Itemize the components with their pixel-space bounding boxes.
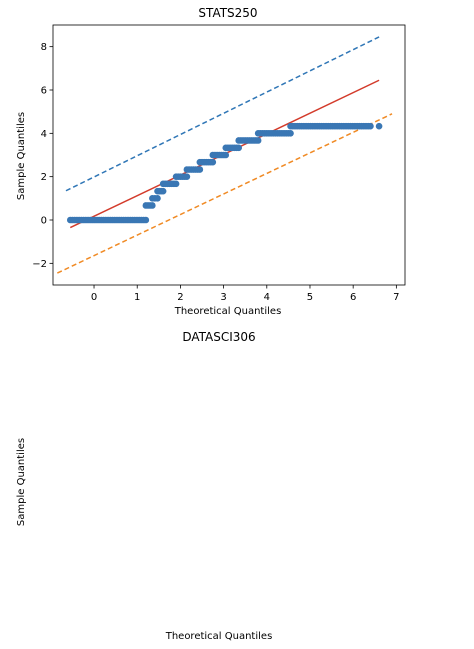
chart-stats250: STATS250 Theoretical Quantiles Sample Qu… xyxy=(16,6,406,317)
chart-title: STATS250 xyxy=(198,6,257,20)
data-point xyxy=(142,216,150,224)
y-tick-label: −2 xyxy=(32,259,47,270)
data-point xyxy=(154,195,161,202)
x-tick-label: 1 xyxy=(134,292,140,303)
data-point xyxy=(209,158,217,166)
data-point xyxy=(172,180,180,188)
y-tick-label: 6 xyxy=(41,86,47,97)
x-axis-label: Theoretical Quantiles xyxy=(174,306,282,317)
x-tick-label: 3 xyxy=(220,292,226,303)
y-tick-label: 2 xyxy=(41,172,47,183)
y-tick-label: 0 xyxy=(41,216,47,227)
x-tick-label: 2 xyxy=(177,292,183,303)
x-tick-label: 0 xyxy=(91,292,97,303)
plot-frame xyxy=(52,24,406,286)
data-point xyxy=(196,166,204,173)
x-tick-label: 5 xyxy=(307,292,313,303)
chart-datasci306: DATASCI306 Theoretical Quantiles Sample … xyxy=(16,330,272,642)
data-point xyxy=(159,187,167,195)
data-point xyxy=(183,173,191,180)
x-tick-label: 6 xyxy=(350,292,356,303)
bound-line-upper xyxy=(65,36,380,192)
data-point xyxy=(222,151,230,159)
data-point xyxy=(149,202,156,209)
bound-line-lower xyxy=(56,113,393,274)
data-point xyxy=(254,137,262,144)
data-point xyxy=(235,144,243,152)
data-point xyxy=(287,130,294,137)
y-tick-label: 8 xyxy=(41,42,47,53)
chart-title: DATASCI306 xyxy=(182,330,255,344)
x-axis-label: Theoretical Quantiles xyxy=(165,631,273,642)
x-tick-label: 4 xyxy=(264,292,270,303)
data-point xyxy=(375,122,383,130)
y-axis-label: Sample Quantiles xyxy=(16,112,27,200)
x-tick-label: 7 xyxy=(393,292,399,303)
y-axis-label: Sample Quantiles xyxy=(16,438,27,526)
y-tick-label: 4 xyxy=(41,129,47,140)
plot-marks: 1234560246 xyxy=(56,36,393,274)
data-point xyxy=(367,122,374,130)
